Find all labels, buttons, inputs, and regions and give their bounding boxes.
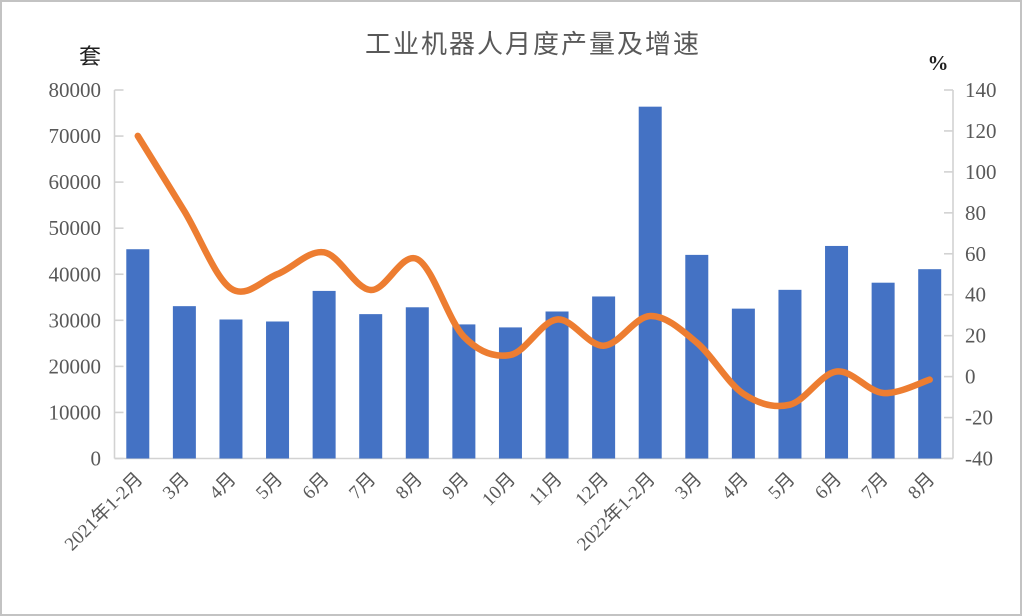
- x-axis-label: 8月: [904, 469, 939, 504]
- right-axis-tick-label: -40: [965, 447, 993, 471]
- left-axis-tick-label: 70000: [49, 124, 102, 148]
- production-bar: [592, 296, 616, 459]
- right-axis-unit-label: %: [927, 51, 949, 75]
- x-axis-label: 4月: [718, 469, 753, 504]
- x-axis-label: 10月: [478, 469, 520, 511]
- production-bar: [685, 254, 709, 459]
- right-axis-tick-label: 40: [965, 283, 986, 307]
- x-axis-label: 6月: [811, 469, 846, 504]
- x-axis-label: 7月: [345, 469, 380, 504]
- production-bar: [825, 245, 849, 459]
- right-axis-tick-label: 20: [965, 324, 986, 348]
- right-axis-tick-label: 120: [965, 119, 997, 143]
- left-axis-tick-label: 10000: [49, 400, 102, 424]
- x-axis-label: 5月: [764, 469, 799, 504]
- production-bar: [219, 319, 243, 459]
- x-axis-label: 12月: [571, 469, 613, 511]
- production-bar: [498, 327, 522, 459]
- x-axis-label: 6月: [299, 469, 334, 504]
- x-axis-label: 11月: [525, 469, 566, 510]
- production-bar: [172, 306, 196, 459]
- production-bar: [545, 311, 569, 459]
- right-axis-tick-label: 0: [965, 365, 976, 389]
- x-axis-label: 2021年1-2月: [60, 468, 147, 555]
- production-bar: [638, 106, 662, 459]
- production-bar: [871, 282, 895, 459]
- production-bar: [405, 307, 429, 459]
- production-bar: [359, 314, 383, 459]
- left-axis-tick-label: 50000: [49, 216, 102, 240]
- right-axis-tick-label: -20: [965, 406, 993, 430]
- growth-line: [134, 132, 933, 410]
- left-axis-tick-label: 40000: [49, 262, 102, 286]
- x-axis-label: 5月: [252, 469, 287, 504]
- right-axis-tick-label: 60: [965, 242, 986, 266]
- x-axis-label: 9月: [438, 469, 473, 504]
- production-bar: [126, 249, 150, 459]
- left-axis-unit-label: 套: [78, 44, 101, 69]
- x-axis-label: 3月: [159, 469, 194, 504]
- production-bar: [312, 290, 336, 459]
- left-axis-tick-label: 0: [91, 447, 102, 471]
- x-axis-label: 7月: [858, 469, 893, 504]
- left-axis-tick-label: 60000: [49, 170, 102, 194]
- production-bar: [778, 289, 802, 459]
- right-axis-tick-label: 140: [965, 78, 997, 102]
- production-bar: [452, 324, 476, 459]
- left-axis-tick-label: 20000: [49, 354, 102, 378]
- production-bar: [918, 269, 942, 459]
- left-axis-tick-label: 80000: [49, 78, 102, 102]
- x-axis-label: 4月: [205, 469, 240, 504]
- right-axis-tick-label: 80: [965, 201, 986, 225]
- left-axis-tick-label: 30000: [49, 308, 102, 332]
- x-axis-label: 3月: [671, 469, 706, 504]
- x-axis-label: 8月: [392, 469, 427, 504]
- production-bar: [266, 321, 290, 459]
- production-bar: [731, 308, 755, 459]
- chart-title: 工业机器人月度产量及增速: [364, 30, 701, 59]
- right-axis-tick-label: 100: [965, 160, 997, 184]
